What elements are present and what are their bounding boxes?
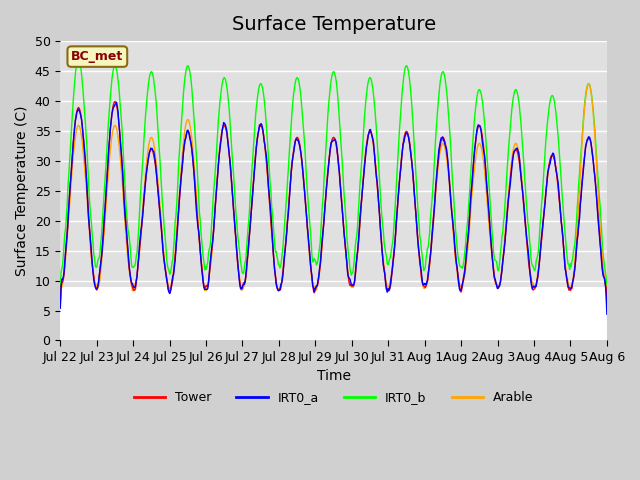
Tower	[208, 249, 216, 255]
Tower	[111, 99, 119, 105]
IRT0_b	[124, 218, 131, 224]
Tower	[56, 302, 64, 308]
IRT0_b	[208, 222, 216, 228]
Tower	[67, 184, 74, 190]
Legend: Tower, IRT0_a, IRT0_b, Arable: Tower, IRT0_a, IRT0_b, Arable	[129, 386, 538, 409]
IRT0_b	[179, 100, 186, 106]
Line: Tower: Tower	[60, 102, 607, 307]
IRT0_a	[401, 135, 408, 141]
Tower	[603, 304, 611, 310]
Arable	[585, 81, 593, 86]
IRT0_a	[67, 182, 74, 188]
Tower	[401, 132, 408, 138]
Title: Surface Temperature: Surface Temperature	[232, 15, 436, 34]
Tower	[124, 239, 131, 245]
Arable	[67, 195, 74, 201]
IRT0_b	[75, 57, 83, 62]
Line: IRT0_b: IRT0_b	[60, 60, 607, 299]
IRT0_b	[67, 148, 74, 154]
Line: Arable: Arable	[60, 84, 607, 307]
IRT0_b	[603, 296, 611, 301]
Tower	[417, 264, 424, 270]
IRT0_a	[179, 160, 186, 166]
Arable	[123, 238, 131, 244]
IRT0_a	[603, 312, 611, 317]
IRT0_b	[401, 67, 408, 73]
Arable	[56, 304, 64, 310]
Text: BC_met: BC_met	[71, 50, 124, 63]
IRT0_a	[208, 246, 216, 252]
Tower	[179, 157, 186, 163]
IRT0_a	[56, 305, 64, 311]
IRT0_a	[417, 264, 424, 270]
Arable	[178, 157, 186, 163]
IRT0_a	[124, 237, 131, 243]
Line: IRT0_a: IRT0_a	[60, 102, 607, 314]
X-axis label: Time: Time	[317, 370, 351, 384]
IRT0_b	[417, 238, 424, 243]
Arable	[603, 302, 611, 308]
Y-axis label: Surface Temperature (C): Surface Temperature (C)	[15, 106, 29, 276]
Arable	[416, 261, 424, 266]
Arable	[207, 261, 214, 266]
IRT0_b	[56, 291, 64, 297]
IRT0_a	[113, 99, 120, 105]
Arable	[400, 136, 408, 142]
Bar	[60, 287, 607, 340]
